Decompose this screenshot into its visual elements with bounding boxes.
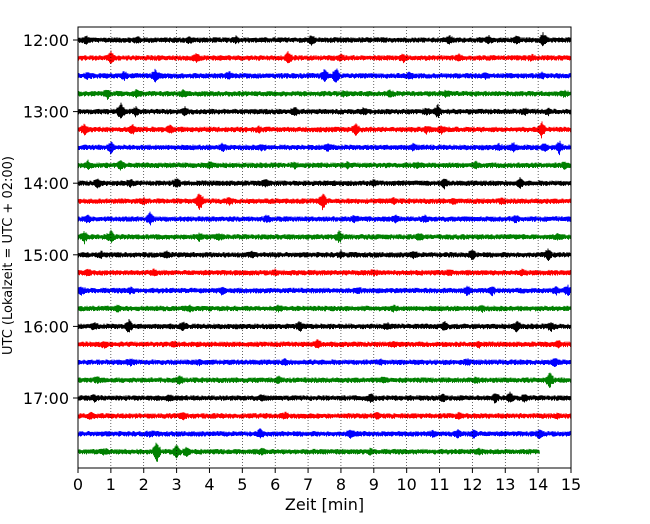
trace-row-1400 [77,177,572,190]
trace-row-1500 [77,248,572,262]
trace-row-1430 [77,211,572,226]
trace-row-1600 [77,318,572,333]
trace-row-1545 [77,304,572,313]
trace-row-1615 [77,339,572,349]
x-tick-label: 2 [139,475,149,494]
trace-row-1745 [77,442,540,462]
trace-row-1530 [77,284,572,297]
trace-row-1645 [77,372,572,388]
x-axis-label: Zeit [min] [285,495,364,514]
trace-row-1200 [77,32,572,47]
x-tick-label: 4 [204,475,214,494]
trace-row-1700 [77,391,572,404]
x-tick-label: 15 [561,475,581,494]
plot-frame [77,26,572,469]
y-axis-label: UTC (Lokalzeit = UTC + 02:00) [1,156,16,355]
trace-row-1415 [77,193,572,211]
trace-row-1345 [77,159,572,171]
trace-row-1215 [77,50,572,65]
x-tick-label: 7 [303,475,313,494]
trace-row-1715 [77,411,572,421]
y-tick-label: 15:00 [23,246,69,265]
trace-row-1315 [77,121,572,139]
x-tick-label: 6 [270,475,280,494]
x-tick-label: 3 [172,475,182,494]
x-tick-label: 14 [528,475,548,494]
x-tick-label: 10 [396,475,416,494]
trace-row-1630 [77,357,572,368]
x-tick-label: 5 [237,475,247,494]
y-tick-label: 12:00 [23,31,69,50]
x-tick-label: 11 [429,475,449,494]
trace-row-1245 [77,88,572,100]
y-tick-label: 14:00 [23,174,69,193]
traces-layer [77,32,572,462]
trace-row-1515 [77,268,572,277]
trace-row-1730 [77,428,572,440]
x-tick-label: 0 [73,475,83,494]
y-tick-label: 13:00 [23,103,69,122]
x-tick-label: 13 [495,475,515,494]
trace-row-1330 [77,140,572,156]
x-tick-label: 1 [106,475,116,494]
x-ticks: 0 1 2 3 4 5 6 7 8 9 10 11 12 13 14 15 [73,468,581,494]
trace-row-1300 [77,102,572,119]
x-tick-label: 9 [369,475,379,494]
y-tick-label: 16:00 [23,317,69,336]
x-tick-label: 12 [462,475,482,494]
trace-row-1230 [77,68,572,83]
y-ticks: 12:00 13:00 14:00 15:00 16:00 17:00 [23,31,78,408]
trace-row-1445 [77,229,572,245]
x-tick-label: 8 [336,475,346,494]
y-tick-label: 17:00 [23,389,69,408]
